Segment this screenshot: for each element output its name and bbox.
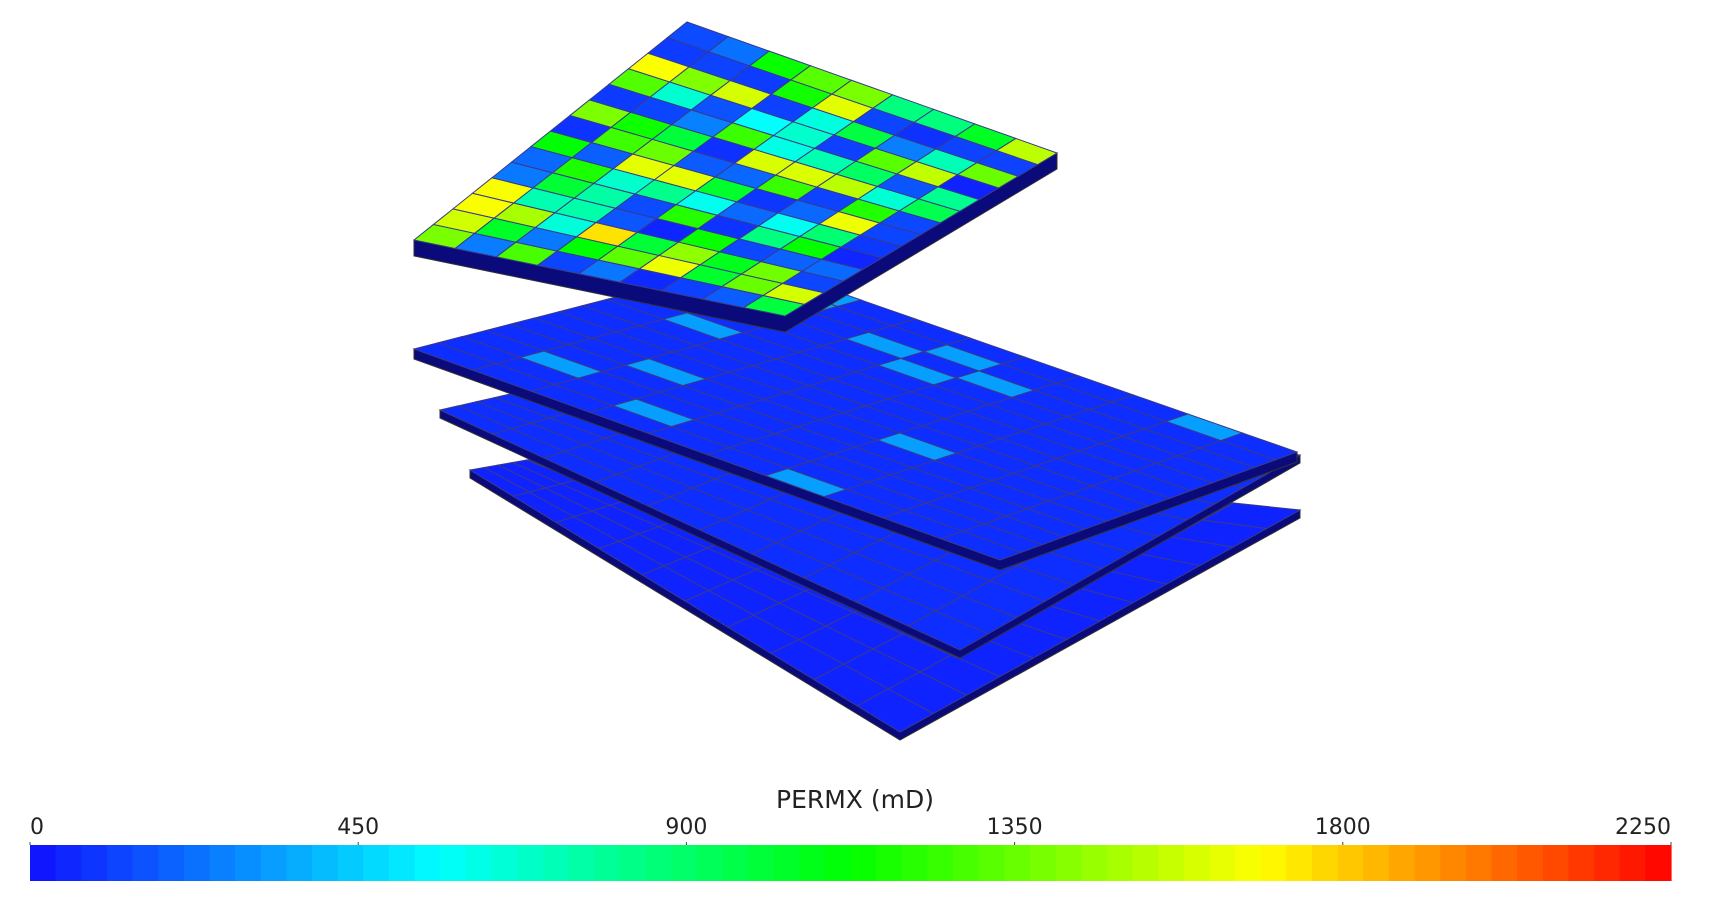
grid-cell [1200,502,1302,530]
grid-cell [1219,432,1299,461]
colorbar-band [260,845,288,881]
colorbar-band [158,845,185,881]
colorbar-band [1235,845,1262,881]
colorbar-band [594,845,621,881]
colorbar-band [1029,845,1057,881]
colorbar-band [1337,845,1364,881]
colorbar-band [1183,845,1211,881]
colorbar-band [799,845,826,881]
colorbar-band [1363,845,1390,881]
colorbar-band [671,845,698,881]
reservoir-model [412,21,1302,741]
tick-label: 1350 [987,815,1043,840]
colorbar-band [363,845,390,881]
colorbar-title: PERMX (mD) [776,785,934,814]
colorbar-band [1260,845,1287,881]
colorbar-band [30,845,57,881]
colorbar-band [568,845,595,881]
colorbar-band [927,845,954,881]
colorbar-band [337,845,364,881]
grid-cell [995,137,1059,166]
colorbar-band [312,845,339,881]
colorbar-band [619,845,646,881]
colorbar-band [824,845,852,881]
colorbar-band [1619,845,1646,881]
colorbar-band [1491,845,1518,881]
colorbar-band [55,845,82,881]
colorbar-band [901,845,929,881]
tick-label: 1800 [1315,815,1371,840]
colorbar-band [465,845,493,881]
colorbar-band [747,845,775,881]
colorbar-band [953,845,980,881]
colorbar-band [132,845,159,881]
colorbar-band [440,845,467,881]
colorbar-band [1158,845,1185,881]
colorbar-band [414,845,441,881]
colorbar-band [722,845,749,881]
colorbar-band [1465,845,1493,881]
colorbar-band [1388,845,1416,881]
colorbar-band [1542,845,1570,881]
colorbar-band [1081,845,1108,881]
colorbar-band [1440,845,1467,881]
colorbar-band [388,845,416,881]
colorbar-band [286,845,313,881]
colorbar-band [1594,845,1621,881]
colorbar: 0 450 900 1350 1800 2250 [29,815,1672,881]
colorbar-band [517,845,544,881]
tick-label: 900 [665,815,707,840]
colorbar-band [773,845,800,881]
colorbar-band [209,845,236,881]
colorbar-band [1517,845,1544,881]
colorbar-band [542,845,570,881]
colorbar-band [696,845,723,881]
colorbar-band [978,845,1005,881]
colorbar-band [1055,845,1082,881]
colorbar-band [1004,845,1031,881]
colorbar-band [1414,845,1441,881]
colorbar-band [106,845,134,881]
colorbar-band [876,845,903,881]
tick-label: 2250 [1615,815,1671,840]
colorbar-band [183,845,211,881]
colorbar-band [850,845,877,881]
colorbar-band [645,845,672,881]
colorbar-band [1312,845,1339,881]
colorbar-band [1286,845,1313,881]
colorbar-band [1106,845,1134,881]
colorbar-band [1209,845,1236,881]
colorbar-band [491,845,518,881]
colorbar-band [1132,845,1159,881]
colorbar-band [235,845,262,881]
colorbar-band [1568,845,1595,881]
colorbar-band [1645,845,1672,881]
tick-label: 450 [337,815,379,840]
tick-label: 0 [30,815,44,840]
colorbar-band [81,845,108,881]
